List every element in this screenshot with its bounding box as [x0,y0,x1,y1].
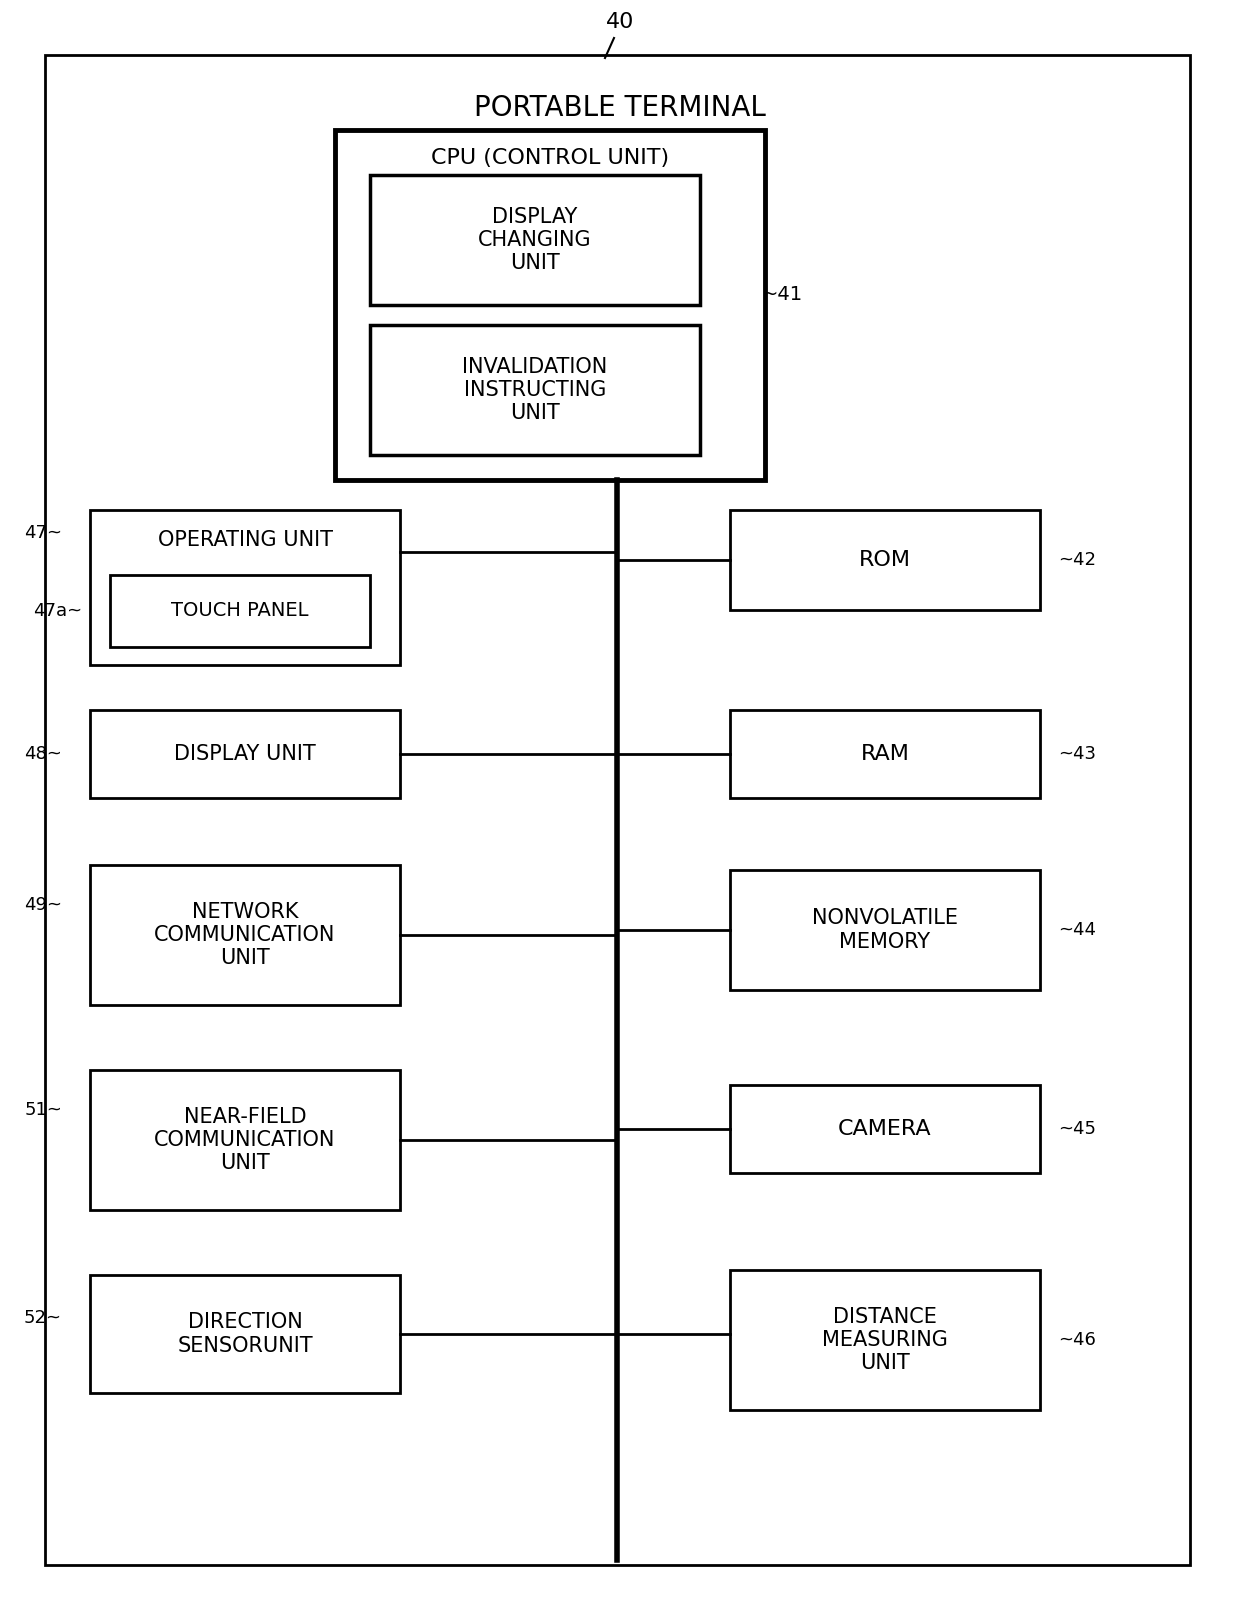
Bar [730,1084,1040,1173]
Text: ~42: ~42 [1058,552,1096,569]
Bar [730,510,1040,610]
Text: NEAR-FIELD
COMMUNICATION
UNIT: NEAR-FIELD COMMUNICATION UNIT [154,1107,336,1173]
Text: 47a~: 47a~ [33,602,82,621]
Bar [730,869,1040,990]
Text: ~43: ~43 [1058,744,1096,764]
Text: CPU (CONTROL UNIT): CPU (CONTROL UNIT) [432,148,670,168]
Text: ~44: ~44 [1058,921,1096,938]
Text: ~46: ~46 [1058,1331,1096,1349]
Text: 47~: 47~ [24,525,62,542]
Text: INVALIDATION
INSTRUCTING
UNIT: INVALIDATION INSTRUCTING UNIT [463,356,608,423]
Text: 51~: 51~ [24,1100,62,1120]
Text: RAM: RAM [861,744,909,764]
Bar [730,711,1040,799]
Bar [335,130,765,480]
Bar [91,510,401,666]
Text: DIRECTION
SENSORUNIT: DIRECTION SENSORUNIT [177,1312,312,1355]
Text: TOUCH PANEL: TOUCH PANEL [171,602,309,621]
Text: NETWORK
COMMUNICATION
UNIT: NETWORK COMMUNICATION UNIT [154,901,336,969]
Text: NONVOLATILE
MEMORY: NONVOLATILE MEMORY [812,908,959,951]
Text: DISPLAY
CHANGING
UNIT: DISPLAY CHANGING UNIT [479,207,591,273]
Bar [370,175,701,305]
Text: OPERATING UNIT: OPERATING UNIT [157,529,332,550]
Text: DISTANCE
MEASURING
UNIT: DISTANCE MEASURING UNIT [822,1307,947,1373]
Text: PORTABLE TERMINAL: PORTABLE TERMINAL [474,95,766,122]
Bar [91,1275,401,1392]
Text: 49~: 49~ [24,897,62,914]
Text: 48~: 48~ [24,744,62,764]
Bar [370,326,701,456]
Text: CAMERA: CAMERA [838,1120,931,1139]
Text: DISPLAY UNIT: DISPLAY UNIT [174,744,316,764]
Text: ~45: ~45 [1058,1120,1096,1137]
Text: ROM: ROM [859,550,911,569]
Bar [730,1270,1040,1410]
Text: 40: 40 [606,11,634,32]
Bar [91,711,401,799]
Text: ~41: ~41 [761,286,802,305]
Text: 52~: 52~ [24,1309,62,1327]
Bar [91,1070,401,1209]
Bar [91,865,401,1006]
Bar [110,574,370,646]
